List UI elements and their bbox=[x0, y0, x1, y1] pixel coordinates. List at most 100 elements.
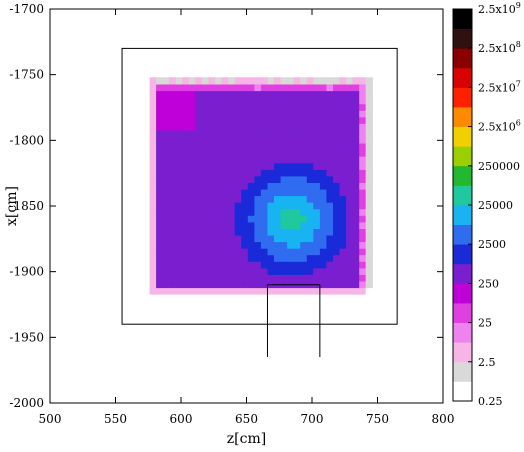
heatmap-cell bbox=[188, 156, 196, 164]
heatmap-cell bbox=[326, 234, 334, 243]
heatmap-cell bbox=[149, 149, 157, 157]
heatmap-cell bbox=[274, 188, 282, 197]
heatmap-cell bbox=[202, 110, 210, 118]
heatmap-cell bbox=[319, 274, 328, 282]
heatmap-cell bbox=[215, 188, 223, 197]
heatmap-cell bbox=[300, 228, 308, 236]
heatmap-cell bbox=[162, 116, 170, 124]
colorbar-label: 2.5x109 bbox=[478, 1, 521, 16]
heatmap-cell bbox=[175, 261, 183, 269]
heatmap-cell bbox=[287, 77, 295, 85]
heatmap-cell bbox=[162, 274, 170, 282]
heatmap-cell bbox=[365, 175, 373, 183]
heatmap-cell bbox=[169, 156, 177, 164]
heatmap-cell bbox=[326, 267, 334, 275]
heatmap-cell bbox=[346, 221, 354, 229]
heatmap-cell bbox=[300, 123, 308, 131]
heatmap-cell bbox=[326, 97, 334, 105]
heatmap-cell bbox=[267, 169, 275, 177]
heatmap-cell bbox=[365, 103, 373, 111]
heatmap-cell bbox=[359, 162, 367, 170]
heatmap-cell bbox=[274, 175, 282, 183]
heatmap-cell bbox=[247, 274, 255, 282]
heatmap-cell bbox=[228, 267, 236, 275]
heatmap-cell bbox=[313, 110, 321, 118]
heatmap-cell bbox=[359, 248, 367, 256]
heatmap-cell bbox=[352, 116, 360, 124]
colorbar-label: 25 bbox=[478, 317, 492, 330]
heatmap-cell bbox=[313, 97, 321, 105]
heatmap-cell bbox=[326, 221, 334, 229]
heatmap-cell bbox=[346, 228, 354, 236]
heatmap-cell bbox=[254, 195, 262, 203]
heatmap-cell bbox=[306, 188, 314, 197]
heatmap-cell bbox=[149, 97, 157, 105]
heatmap-cell bbox=[319, 261, 328, 269]
colorbar-segment bbox=[453, 224, 472, 245]
heatmap-cell bbox=[202, 116, 210, 124]
heatmap-cell bbox=[267, 228, 275, 236]
heatmap-cell bbox=[175, 129, 183, 137]
heatmap-cell bbox=[188, 228, 196, 236]
heatmap-cell bbox=[300, 143, 308, 151]
heatmap-cell bbox=[175, 143, 183, 151]
heatmap-cell bbox=[300, 202, 308, 210]
y-tick-label: -1950 bbox=[9, 330, 44, 344]
heatmap-cell bbox=[234, 77, 242, 85]
heatmap-cell bbox=[241, 241, 249, 249]
heatmap-cell bbox=[326, 175, 334, 183]
heatmap-cell bbox=[280, 129, 288, 137]
heatmap-cell bbox=[254, 162, 262, 170]
heatmap-cell bbox=[267, 149, 275, 157]
heatmap-cell bbox=[156, 77, 164, 85]
heatmap-cell bbox=[149, 175, 157, 183]
heatmap-cell bbox=[300, 129, 308, 137]
heatmap-cell bbox=[267, 221, 275, 229]
heatmap-cell bbox=[234, 97, 242, 105]
heatmap-cell bbox=[326, 215, 334, 223]
x-axis-label: z[cm] bbox=[227, 431, 266, 447]
heatmap-cell bbox=[293, 149, 301, 157]
heatmap-cell bbox=[333, 241, 341, 249]
heatmap-cell bbox=[339, 97, 347, 105]
heatmap-cell bbox=[241, 83, 249, 92]
heatmap-cell bbox=[221, 274, 229, 282]
heatmap-cell bbox=[293, 254, 301, 262]
heatmap-cell bbox=[333, 280, 341, 289]
heatmap-cell bbox=[274, 195, 282, 203]
heatmap-cell bbox=[260, 149, 269, 157]
heatmap-cell bbox=[221, 103, 229, 111]
heatmap-cell bbox=[274, 97, 282, 105]
heatmap-cell bbox=[287, 182, 295, 190]
heatmap-cell bbox=[228, 248, 236, 256]
heatmap-cell bbox=[234, 156, 242, 164]
heatmap-cell bbox=[149, 116, 157, 124]
heatmap-cell bbox=[175, 215, 183, 223]
heatmap-cell bbox=[267, 182, 275, 190]
heatmap-cell bbox=[359, 208, 367, 216]
heatmap-cell bbox=[215, 208, 223, 216]
heatmap-cell bbox=[306, 97, 314, 105]
heatmap-cell bbox=[254, 103, 262, 111]
heatmap-cell bbox=[359, 254, 367, 262]
heatmap-cell bbox=[228, 254, 236, 262]
heatmap-cell bbox=[339, 215, 347, 223]
heatmap-cell bbox=[306, 254, 314, 262]
heatmap-cell bbox=[169, 221, 177, 229]
heatmap-cell bbox=[333, 103, 341, 111]
heatmap-cell bbox=[293, 162, 301, 170]
heatmap-cell bbox=[274, 182, 282, 190]
heatmap-cell bbox=[169, 149, 177, 157]
heatmap-cell bbox=[162, 110, 170, 118]
heatmap-cell bbox=[339, 77, 347, 85]
heatmap-cell bbox=[260, 123, 269, 131]
heatmap-cell bbox=[260, 129, 269, 137]
heatmap-cell bbox=[254, 83, 262, 92]
heatmap-cell bbox=[149, 274, 157, 282]
heatmap-cell bbox=[306, 90, 314, 98]
heatmap-cell bbox=[247, 221, 255, 229]
heatmap-cell bbox=[306, 110, 314, 118]
heatmap-cell bbox=[339, 175, 347, 183]
heatmap-cell bbox=[241, 234, 249, 243]
heatmap-cell bbox=[241, 129, 249, 137]
